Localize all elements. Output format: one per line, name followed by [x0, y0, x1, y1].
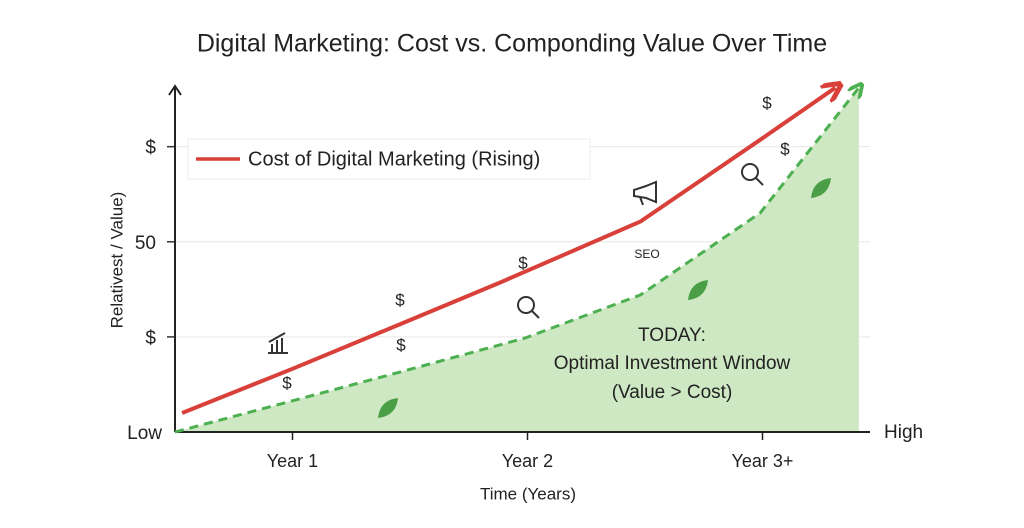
- dollar-mark: $: [282, 373, 292, 392]
- x-tick-label: Year 3+: [732, 451, 794, 471]
- y-tick-label: Low: [127, 423, 162, 444]
- y-axis-label: Relativest / Value): [107, 192, 126, 329]
- leaf-icon: [378, 398, 398, 418]
- leaf-icon: [811, 178, 831, 198]
- dollar-mark: $: [396, 335, 406, 354]
- x-axis-label: Time (Years): [480, 484, 576, 503]
- leaves: [378, 178, 831, 418]
- icons: [268, 163, 764, 354]
- magnifier-icon: [517, 296, 535, 314]
- x-tick-label: Year 2: [502, 451, 553, 471]
- legend-label: Cost of Digital Marketing (Rising): [248, 148, 540, 170]
- y-tick-label: 50: [135, 233, 156, 254]
- leaf-icon: [688, 280, 708, 300]
- y-tick-label: $: [145, 328, 156, 349]
- annotation: TODAY:: [638, 325, 706, 346]
- legend: Cost of Digital Marketing (Rising): [187, 138, 591, 180]
- plot-area: Low $50 $ Year 1 Year 2 Year 3+: [127, 86, 870, 471]
- x-end-label: High: [884, 422, 923, 443]
- y-axis: [168, 84, 182, 432]
- y-tick-label: $: [145, 138, 156, 159]
- chart-icon: [268, 332, 288, 354]
- annotation: Optimal Investment Window: [554, 353, 791, 374]
- chart-title: Digital Marketing: Cost vs. Componding V…: [197, 30, 827, 58]
- magnifier-icon: [755, 177, 764, 186]
- seo-label: SEO: [634, 247, 659, 261]
- legend-box: [187, 138, 591, 180]
- megaphone-icon: [633, 180, 657, 206]
- magnifier-icon: [531, 310, 540, 319]
- annotation: (Value > Cost): [612, 382, 733, 403]
- area: [175, 87, 859, 432]
- x-tick-label: Year 1: [267, 451, 318, 471]
- line: [174, 88, 859, 434]
- dollar-mark: $: [395, 290, 405, 309]
- dollar-mark: $: [780, 139, 790, 158]
- dollar-mark: $: [518, 253, 528, 272]
- magnifier-icon: [741, 163, 759, 181]
- line: [181, 88, 835, 415]
- dollar-mark: $: [762, 93, 772, 112]
